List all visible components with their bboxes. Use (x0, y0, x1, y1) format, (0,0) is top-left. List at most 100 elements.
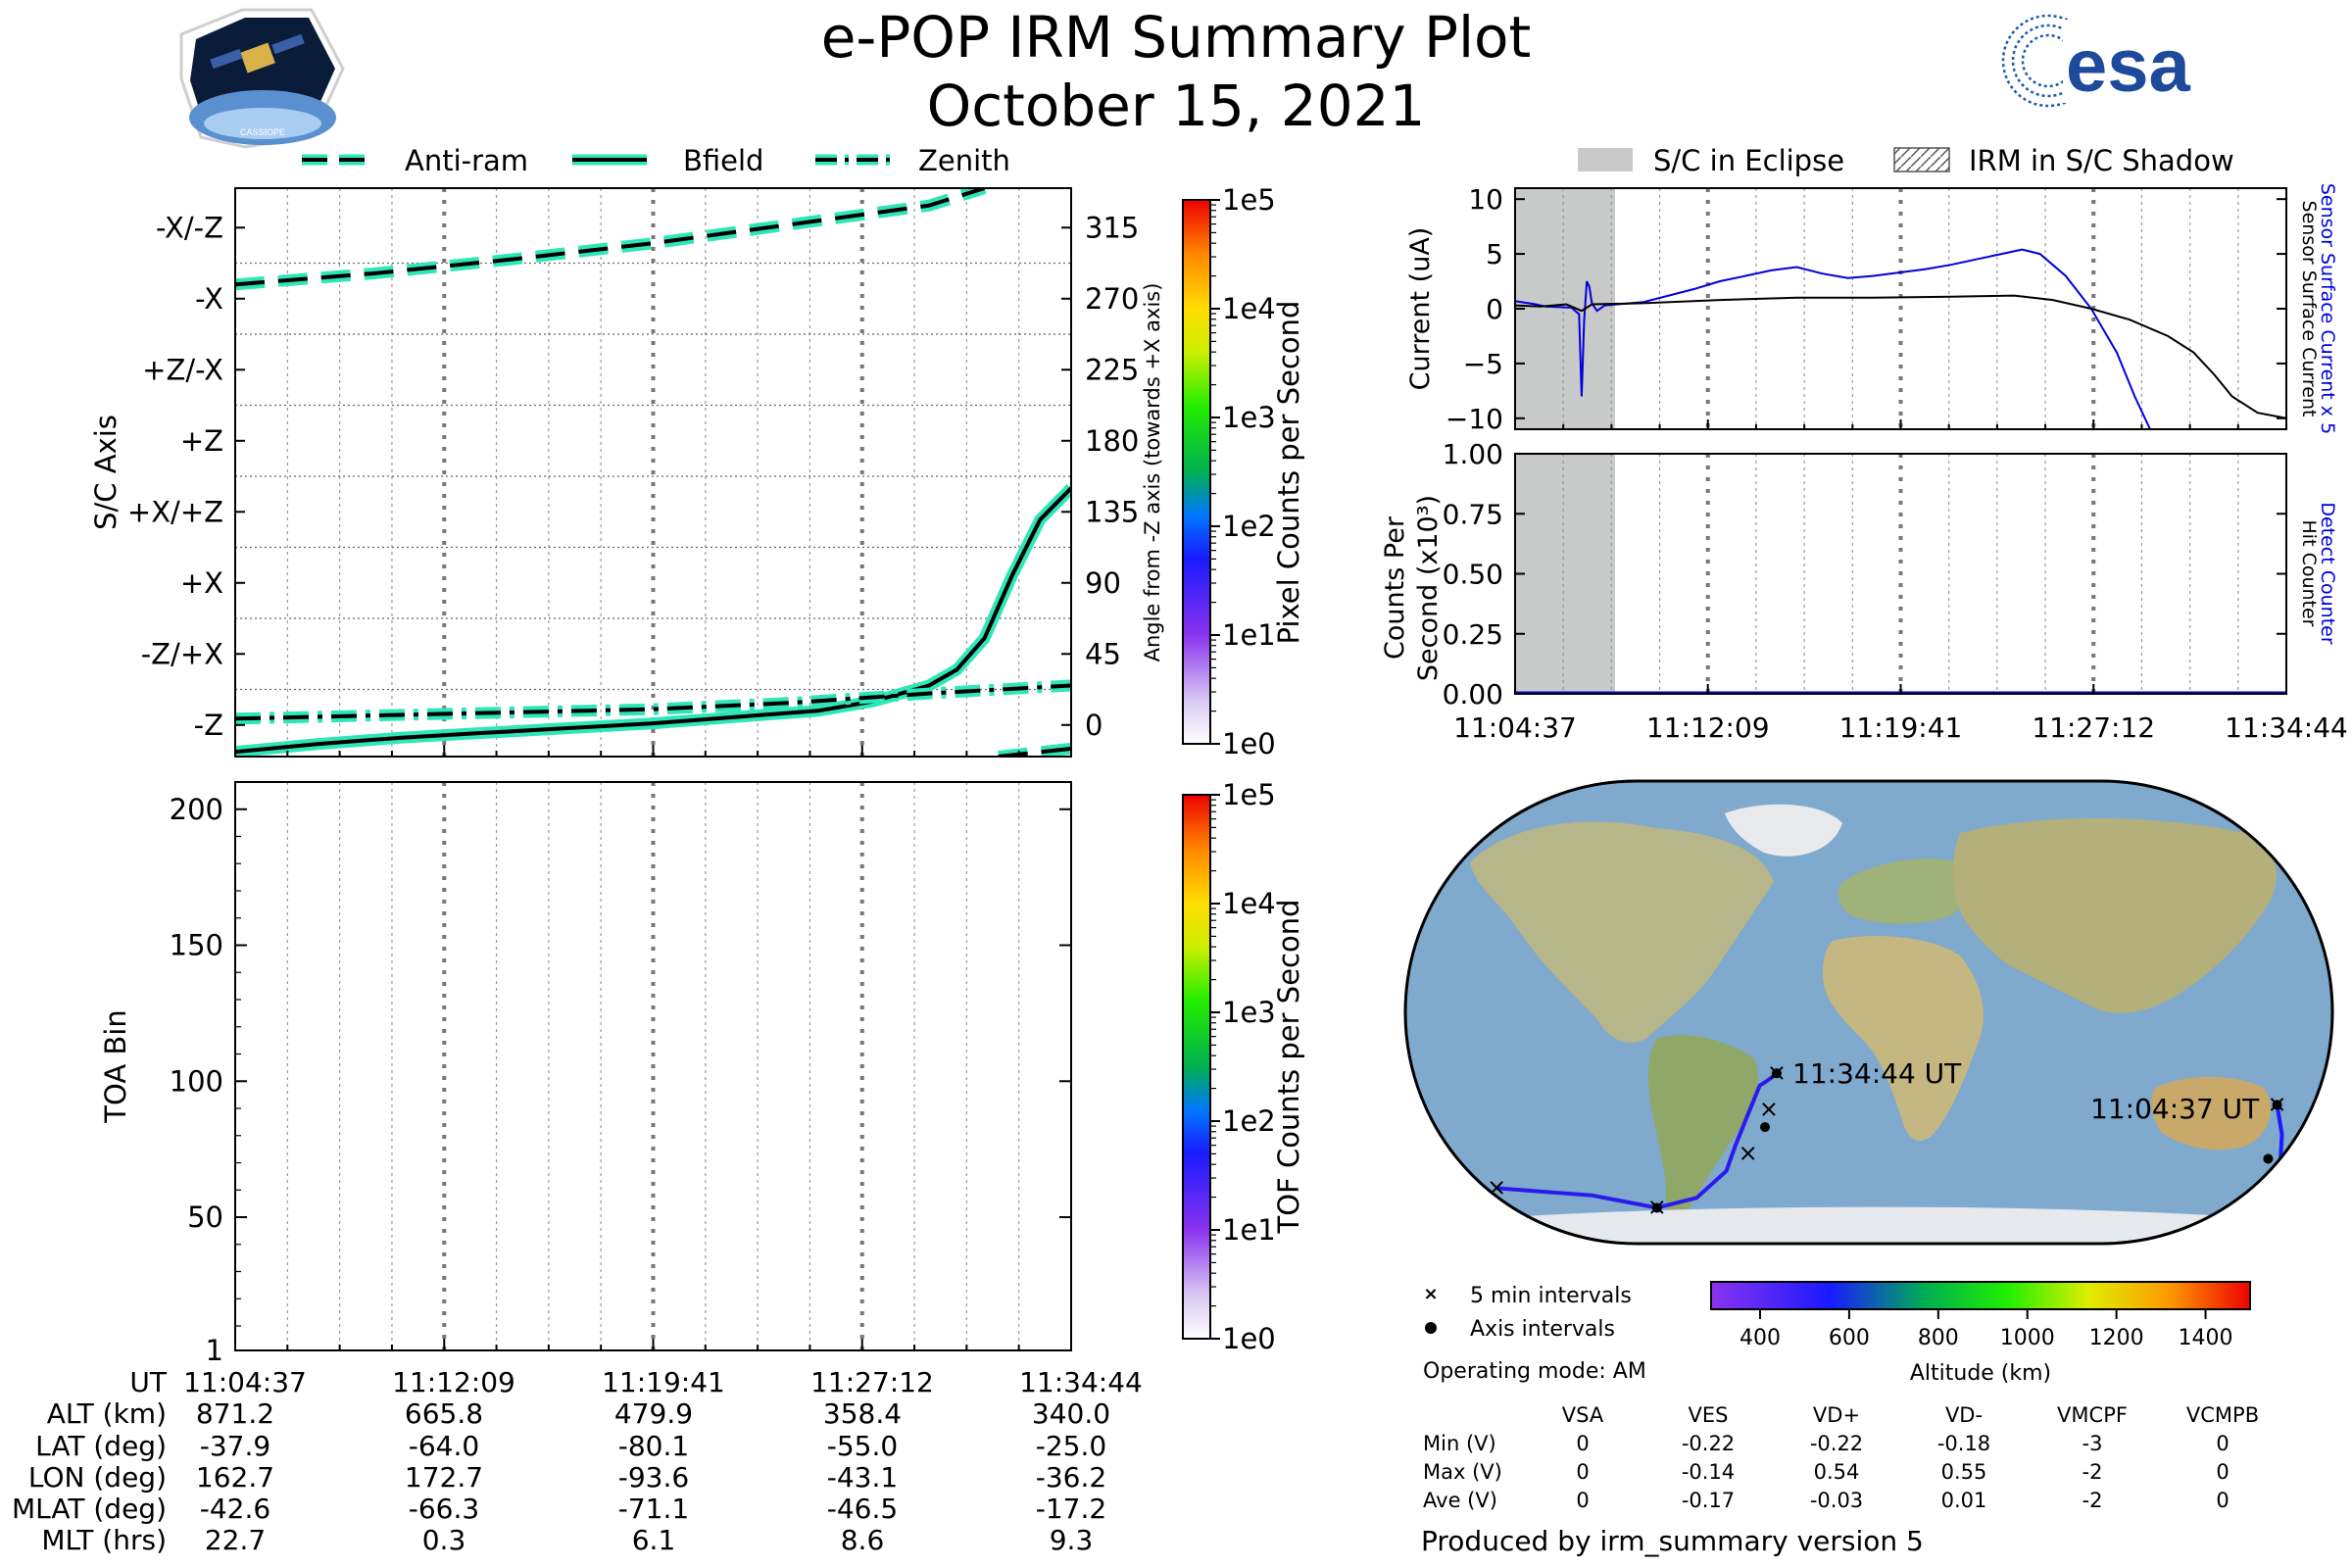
series-anti-ram-line (235, 188, 986, 287)
xtick-label: 11:34:44 (2225, 711, 2348, 744)
stats-cell: -46.5 (827, 1493, 898, 1525)
stats-row-label: LAT (deg) (35, 1430, 167, 1462)
legend-eclipse-label: S/C in Eclipse (1653, 144, 1844, 177)
altitude-colorbar-ticks: 400 600 800 1000 1200 1400 (1740, 1309, 2233, 1350)
stats-cell: 162.7 (196, 1461, 274, 1494)
map-start-label: 11:04:37 UT (2090, 1093, 2260, 1125)
land-asia (1952, 818, 2278, 1013)
land-antarctica (1405, 1206, 2332, 1244)
stats-row-label: LON (deg) (28, 1461, 167, 1494)
stats-row-label: MLAT (deg) (12, 1493, 167, 1525)
ytick-label: 0 (1486, 293, 1503, 325)
stats-cell: -93.6 (618, 1461, 689, 1494)
stats-cell: -71.1 (618, 1493, 689, 1525)
tof-colorbar: 1e0 1e1 1e2 1e3 1e4 1e5 TOF Counts per Second (1182, 778, 1305, 1355)
ytick-label-right: 270 (1085, 282, 1139, 316)
ytick-label: 1 (206, 1334, 223, 1367)
legend-dot-marker (1425, 1322, 1437, 1334)
track-start-marker: × (2267, 1090, 2286, 1117)
cassiope-logo: CASSIOPE (179, 8, 345, 149)
ytick-label: 150 (170, 929, 223, 962)
current-grid (1562, 188, 2239, 429)
cassiope-logo-text: CASSIOPE (240, 127, 285, 137)
land-europe (1838, 858, 1971, 924)
land-australia (2151, 1076, 2272, 1151)
altitude-colorbar: 400 600 800 1000 1200 1400 Altitude (km) (1710, 1281, 2251, 1386)
ytick-label-left: +Z (180, 424, 223, 458)
ytick-label: 1.00 (1443, 438, 1503, 470)
xtick-label: 11:12:09 (1646, 711, 1770, 744)
legend-zenith-label: Zenith (918, 144, 1010, 177)
ytick-label-right: 45 (1085, 637, 1121, 670)
ytick-label-left: -Z (194, 709, 223, 742)
ytick-label-left: +X (180, 566, 223, 600)
track-segment-west (1495, 1071, 1779, 1210)
current-panel: 10 5 0 −5 −10 Current (uA) Sensor Surface Cu… (1405, 183, 2338, 435)
stats-cell: 172.7 (405, 1461, 483, 1494)
voltage-header: VES (1689, 1403, 1729, 1427)
map-legend: × 5 min intervals Axis intervals Operati… (1423, 1284, 1646, 1384)
voltage-cell: -3 (2082, 1432, 2103, 1455)
stats-cell: 11:34:44 (1019, 1366, 1143, 1398)
land-greenland (1725, 804, 1842, 857)
legend-axis-label: Axis intervals (1470, 1317, 1615, 1342)
legend-shadow-swatch (1893, 147, 1950, 172)
sc-axis-series (235, 188, 1071, 757)
ytick-label: 0.25 (1443, 618, 1503, 651)
voltage-row-label: Ave (V) (1423, 1489, 1497, 1512)
stats-cell: -25.0 (1036, 1430, 1106, 1462)
ytick-label: 50 (187, 1200, 223, 1234)
voltage-cell: -0.03 (1810, 1489, 1863, 1512)
stats-cell: -37.9 (200, 1430, 270, 1462)
voltage-cell: 0 (2216, 1489, 2229, 1512)
series-bfield-halo (235, 483, 1071, 757)
operating-mode: Operating mode: AM (1423, 1359, 1646, 1384)
voltage-cell: -2 (2082, 1489, 2103, 1512)
colorbar-tick-label: 1e3 (1222, 401, 1276, 434)
ytick-label: 0.00 (1443, 678, 1503, 710)
colorbar-tick-label: 1e5 (1222, 183, 1276, 217)
land-south-america (1647, 1035, 1758, 1219)
series-surface-current-x5 (1515, 248, 2151, 429)
voltage-row-label: Min (V) (1423, 1432, 1496, 1455)
ytick-label: 0.50 (1443, 559, 1503, 591)
altitude-colorbar-gradient (1710, 1281, 2251, 1310)
voltage-cell: 0 (1576, 1460, 1589, 1484)
stats-cell: 479.9 (614, 1397, 693, 1430)
voltage-header: VD+ (1813, 1403, 1860, 1427)
stats-cell: -36.2 (1036, 1461, 1106, 1494)
stats-cell: 6.1 (632, 1524, 676, 1556)
pixel-colorbar-label: Pixel Counts per Second (1272, 301, 1305, 645)
track-5min-marker: × (1739, 1139, 1758, 1166)
voltage-cell: 0 (1576, 1489, 1589, 1512)
stats-cell: 11:19:41 (602, 1366, 725, 1398)
legend-antiram-label: Anti-ram (405, 144, 528, 177)
ytick-label: 0.75 (1443, 498, 1503, 530)
voltage-cell: 0 (2216, 1460, 2229, 1484)
voltage-header: VCMPB (2186, 1403, 2259, 1427)
stats-cell: 8.6 (841, 1524, 885, 1556)
legend-bfield-label: Bfield (683, 144, 763, 177)
eclipse-legend: S/C in Eclipse IRM in S/C Shadow (1578, 144, 2234, 177)
voltage-cell: 0.54 (1814, 1460, 1860, 1484)
voltage-cell: -0.18 (1937, 1432, 1990, 1455)
pixel-colorbar-gradient (1182, 199, 1211, 745)
sc-axis-ylabel: S/C Axis (89, 415, 122, 530)
ytick-label: 5 (1486, 238, 1503, 270)
colorbar-tick-label: 1e5 (1222, 778, 1276, 811)
stats-cell: 340.0 (1032, 1397, 1110, 1430)
ytick-label-right: 180 (1085, 424, 1139, 458)
esa-logo-text: esa (2066, 24, 2191, 108)
stats-cell: 358.4 (823, 1397, 902, 1430)
voltage-table: VSA VES VD+ VD- VMCPF VCMPB Min (V) 0 -0.22 -0.22… (1423, 1403, 2259, 1512)
ytick-label-left: -X/-Z (156, 211, 223, 244)
stats-cell: 22.7 (205, 1524, 266, 1556)
toa-ylabel: TOA Bin (99, 1009, 132, 1123)
series-bfield-line (235, 486, 1071, 755)
tof-colorbar-ticks: 1e0 1e1 1e2 1e3 1e4 1e5 (1210, 778, 1276, 1355)
altitude-tick-label: 1200 (2089, 1326, 2144, 1350)
